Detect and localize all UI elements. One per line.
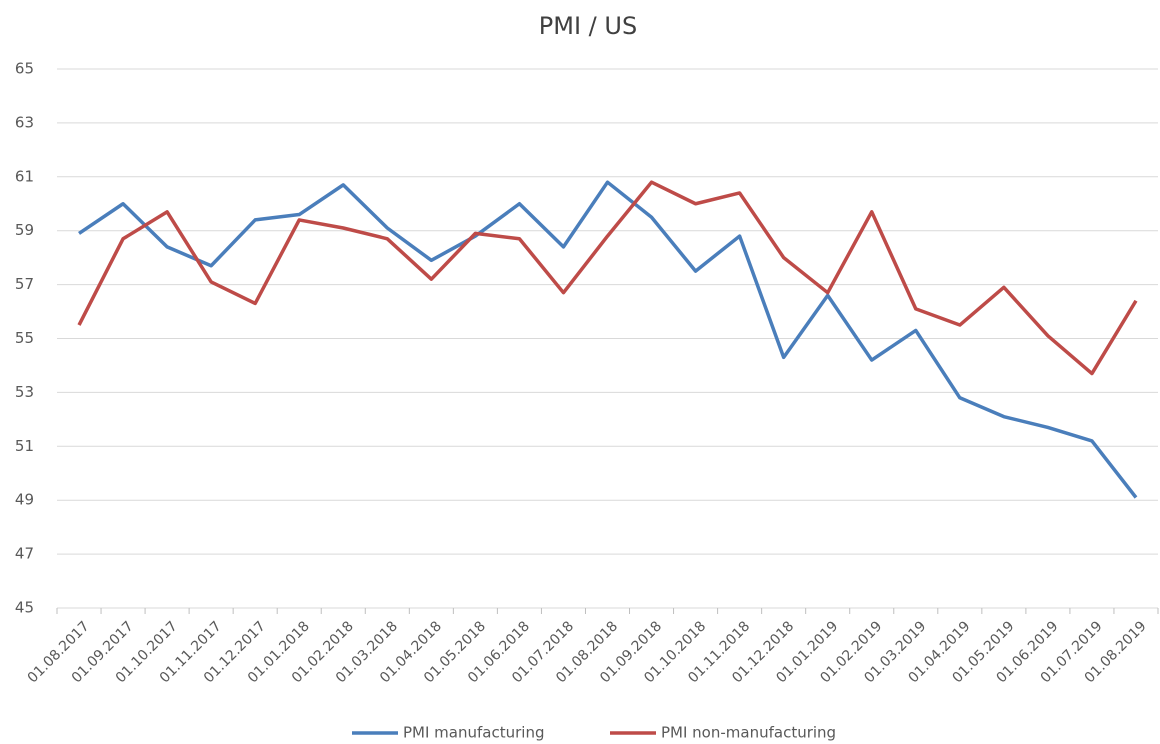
legend-label: PMI non-manufacturing [661, 724, 836, 742]
y-tick-label: 51 [15, 437, 34, 455]
y-tick-label: 47 [15, 545, 34, 563]
y-tick-label: 61 [15, 167, 34, 185]
y-tick-label: 55 [15, 329, 34, 347]
y-tick-label: 65 [15, 60, 34, 78]
chart-title: PMI / US [539, 12, 637, 40]
y-tick-label: 49 [15, 491, 34, 509]
y-tick-label: 45 [15, 599, 34, 617]
series-line [77, 180, 1138, 376]
legend-label: PMI manufacturing [403, 724, 544, 742]
y-tick-label: 59 [15, 221, 34, 239]
y-tick-label: 63 [15, 113, 34, 131]
y-tick-label: 57 [15, 275, 34, 293]
series-line [78, 180, 1138, 499]
y-tick-label: 53 [15, 383, 34, 401]
